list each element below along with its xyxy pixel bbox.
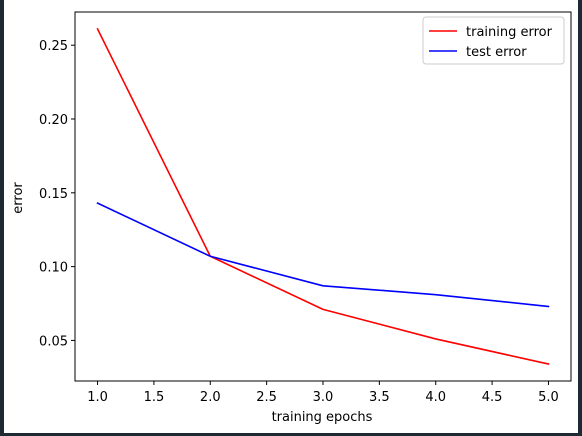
x-axis-label: training epochs — [272, 410, 373, 425]
x-tick-label: 4.5 — [482, 390, 503, 405]
x-tick-label: 5.0 — [538, 390, 559, 405]
figure: 1.0 1.5 2.0 2.5 3.0 3.5 4.0 4.5 5.0 0.05 0.10 0.15 0… — [4, 0, 578, 433]
y-axis-label: error — [11, 182, 26, 214]
legend-label: test error — [466, 45, 527, 60]
x-tick-label: 2.0 — [200, 390, 221, 405]
x-tick-label: 4.0 — [425, 390, 446, 405]
y-tick-label: 0.05 — [39, 334, 68, 349]
x-tick-label: 3.0 — [313, 390, 334, 405]
series-line-training-error — [96, 27, 550, 365]
x-tick-label: 2.5 — [256, 390, 277, 405]
x-tick-label: 1.5 — [144, 390, 165, 405]
series-line-test-error — [96, 202, 550, 308]
y-tick-label: 0.20 — [39, 113, 68, 128]
y-tick-label: 0.25 — [39, 39, 68, 54]
legend-box — [422, 16, 565, 65]
line-chart: 1.0 1.5 2.0 2.5 3.0 3.5 4.0 4.5 5.0 0.05 0.10 0.15 0… — [11, 11, 572, 425]
x-tick-label: 3.5 — [369, 390, 390, 405]
x-tick-label: 1.0 — [87, 390, 108, 405]
axes-frame — [74, 11, 572, 382]
y-tick-label: 0.15 — [39, 187, 68, 202]
plot-area: 1.0 1.5 2.0 2.5 3.0 3.5 4.0 4.5 5.0 0.05 0.10 0.15 0… — [39, 11, 572, 405]
y-tick-label: 0.10 — [39, 261, 68, 276]
legend-label: training error — [466, 25, 553, 40]
